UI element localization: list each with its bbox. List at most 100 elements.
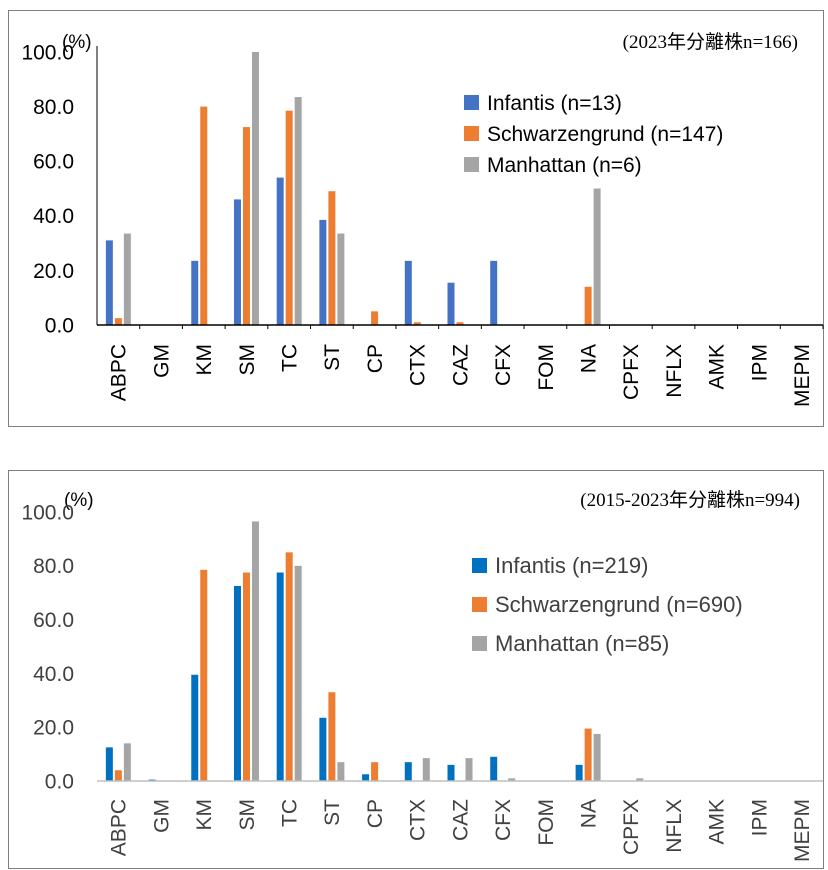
chart-2023-svg: (2023年分離株n=166) (%) 0.0 20.0 40.0 60.0 80.0 100… [8, 10, 824, 427]
bar-schwarzengrund-tc [285, 110, 293, 325]
y-tick-label: 100.0 [21, 501, 74, 524]
legend-swatch-schwarzengrund [472, 597, 487, 612]
y-tick-label: 60.0 [33, 609, 74, 632]
legend-label-schwarzengrund: Schwarzengrund (n=690) [495, 592, 743, 617]
x-tick-label: SM [236, 344, 259, 376]
bar-schwarzengrund-abpc [114, 318, 122, 325]
x-tick-label: NFLX [663, 344, 686, 398]
x-tick-label: ST [321, 344, 344, 371]
x-tick-label: MEPM [791, 799, 814, 862]
bar-schwarzengrund-km [200, 569, 208, 781]
legend-label-infantis: Infantis (n=219) [495, 553, 648, 578]
bar-infantis-cp [362, 774, 370, 781]
bar-infantis-na [575, 764, 583, 781]
bar-schwarzengrund-ctx [413, 322, 421, 325]
bar-infantis-tc [276, 177, 284, 325]
bar-manhattan-sm [251, 52, 259, 325]
legend-label-schwarzengrund: Schwarzengrund (n=147) [487, 123, 723, 146]
bar-infantis-ctx [404, 260, 412, 325]
bar-infantis-ctx [404, 762, 412, 781]
legend-swatch-manhattan [472, 636, 487, 651]
bar-schwarzengrund-sm [242, 127, 250, 325]
y-tick-label: 0.0 [45, 314, 74, 337]
chart-frame [8, 10, 824, 427]
bar-infantis-sm [233, 585, 241, 781]
bar-schwarzengrund-abpc [114, 770, 122, 781]
y-tick-label: 40.0 [33, 205, 74, 228]
bar-infantis-km [191, 674, 199, 781]
x-tick-label: SM [236, 799, 259, 831]
x-tick-label: CTX [407, 344, 430, 386]
x-tick-label: NA [577, 799, 600, 828]
x-tick-label: MEPM [791, 344, 814, 407]
x-tick-label: CFX [492, 344, 515, 386]
bar-infantis-st [319, 219, 327, 325]
x-tick-label: KM [193, 344, 216, 376]
x-tick-label: TC [279, 344, 302, 372]
x-tick-label: CPFX [620, 799, 643, 855]
x-tick-label: CFX [492, 799, 515, 841]
bar-schwarzengrund-cp [371, 311, 379, 325]
bar-infantis-st [319, 717, 327, 781]
x-tick-label: CPFX [620, 344, 643, 400]
bar-schwarzengrund-tc [285, 552, 293, 781]
x-tick-label: GM [150, 799, 173, 833]
bar-manhattan-sm [251, 521, 259, 781]
chart-title: (2015-2023年分離株n=994) [580, 489, 800, 511]
y-tick-label: 100.0 [21, 41, 74, 64]
bar-infantis-km [191, 260, 199, 325]
legend-label-infantis: Infantis (n=13) [487, 92, 622, 115]
y-tick-label: 60.0 [33, 151, 74, 174]
bar-infantis-cfx [490, 756, 498, 781]
bar-manhattan-cfx [508, 778, 516, 781]
x-tick-label: CTX [407, 799, 430, 841]
y-axis-unit-label: (%) [64, 490, 94, 511]
legend-label-manhattan: Manhattan (n=85) [495, 631, 669, 656]
x-tick-label: FOM [535, 799, 558, 846]
legend-swatch-infantis [472, 558, 487, 573]
x-tick-label: AMK [706, 799, 729, 845]
bar-manhattan-cpfx [636, 778, 644, 781]
legend-swatch-manhattan [464, 157, 479, 172]
x-tick-label: FOM [535, 344, 558, 391]
x-tick-label: ST [321, 799, 344, 826]
bar-infantis-sm [233, 199, 241, 325]
x-tick-label: CP [364, 344, 387, 373]
bar-manhattan-abpc [123, 743, 131, 781]
legend-label-manhattan: Manhattan (n=6) [487, 154, 642, 177]
bar-schwarzengrund-st [328, 191, 336, 325]
x-tick-label: TC [279, 799, 302, 827]
x-tick-label: AMK [706, 344, 729, 390]
x-tick-label: KM [193, 799, 216, 831]
bar-manhattan-st [337, 762, 345, 781]
legend-swatch-infantis [464, 95, 479, 110]
bar-manhattan-ctx [422, 758, 430, 781]
bar-schwarzengrund-na [584, 728, 592, 781]
bar-infantis-abpc [105, 240, 113, 325]
chart-2015-2023-svg: (2015-2023年分離株n=994) (%) 0.0 20.0 40.0 60.0 80… [8, 470, 824, 869]
y-tick-label: 80.0 [33, 555, 74, 578]
chart-frame [8, 470, 824, 869]
y-tick-label: 20.0 [33, 260, 74, 283]
chart-title: (2023年分離株n=166) [623, 31, 798, 53]
bar-infantis-caz [447, 764, 455, 781]
chart-2023: (2023年分離株n=166) (%) 0.0 20.0 40.0 60.0 80.0 100… [0, 0, 828, 432]
y-tick-label: 20.0 [33, 717, 74, 740]
bar-infantis-cfx [490, 260, 498, 325]
bar-manhattan-st [337, 233, 345, 325]
bar-schwarzengrund-sm [242, 572, 250, 781]
bar-manhattan-tc [294, 565, 302, 781]
bar-manhattan-abpc [123, 233, 131, 325]
bar-schwarzengrund-na [584, 286, 592, 325]
x-tick-label: IPM [748, 799, 771, 836]
x-tick-label: NA [577, 344, 600, 373]
bar-infantis-caz [447, 282, 455, 325]
bar-schwarzengrund-caz [456, 322, 464, 325]
x-tick-label: CAZ [449, 799, 472, 841]
bar-schwarzengrund-cp [371, 762, 379, 781]
x-tick-label: ABPC [108, 344, 131, 401]
bar-infantis-tc [276, 572, 284, 781]
x-tick-label: IPM [748, 344, 771, 381]
x-tick-label: ABPC [108, 799, 131, 856]
bar-schwarzengrund-st [328, 692, 336, 781]
